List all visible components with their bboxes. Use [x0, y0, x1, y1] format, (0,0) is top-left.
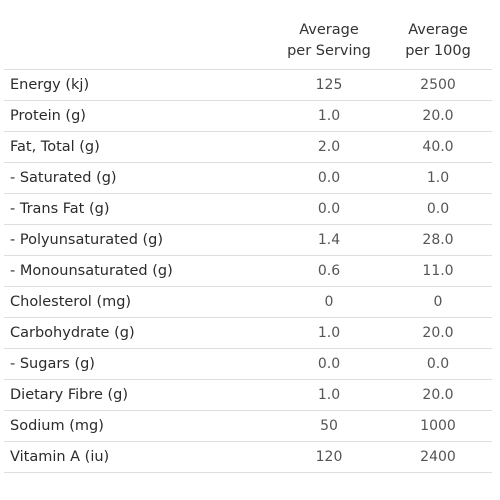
per-100g-header-line-2: per 100g	[405, 43, 471, 59]
nutrient-name: Vitamin A (iu)	[4, 441, 274, 473]
nutrient-name: Energy (kj)	[4, 69, 274, 101]
nutrient-name: Carbohydrate (g)	[4, 317, 274, 349]
per-100g-value: 40.0	[384, 131, 492, 163]
per-100g-value: 11.0	[384, 255, 492, 287]
nutrient-column-header	[4, 16, 274, 70]
header-row: Average per Serving Average per 100g	[4, 16, 492, 70]
per-100g-value: 0.0	[384, 348, 492, 380]
per-100g-value: 1.0	[384, 162, 492, 194]
per-100g-value: 20.0	[384, 317, 492, 349]
per-serving-column-header: Average per Serving	[274, 16, 384, 70]
table-row: - Sugars (g) 0.0 0.0	[4, 348, 492, 380]
table-row: Energy (kj) 125 2500	[4, 69, 492, 101]
per-100g-value: 0.0	[384, 193, 492, 225]
nutrient-name: Cholesterol (mg)	[4, 286, 274, 318]
per-100g-value: 20.0	[384, 100, 492, 132]
table-row: - Monounsaturated (g) 0.6 11.0	[4, 255, 492, 287]
per-serving-value: 0.0	[274, 162, 384, 194]
per-serving-value: 125	[274, 69, 384, 101]
nutrient-name: Dietary Fibre (g)	[4, 379, 274, 411]
table-row: Sodium (mg) 50 1000	[4, 410, 492, 442]
nutrition-panel: Average per Serving Average per 100g Ene…	[4, 16, 492, 473]
per-100g-value: 20.0	[384, 379, 492, 411]
per-100g-value: 1000	[384, 410, 492, 442]
per-100g-value: 2500	[384, 69, 492, 101]
per-serving-value: 0	[274, 286, 384, 318]
table-row: Fat, Total (g) 2.0 40.0	[4, 131, 492, 163]
nutrient-name: - Polyunsaturated (g)	[4, 224, 274, 256]
per-serving-value: 0.6	[274, 255, 384, 287]
per-100g-value: 0	[384, 286, 492, 318]
table-body: Energy (kj) 125 2500 Protein (g) 1.0 20.…	[4, 69, 492, 473]
per-100g-value: 28.0	[384, 224, 492, 256]
nutrient-name: - Saturated (g)	[4, 162, 274, 194]
table-header: Average per Serving Average per 100g	[4, 16, 492, 70]
per-serving-value: 1.4	[274, 224, 384, 256]
table-row: Vitamin A (iu) 120 2400	[4, 441, 492, 473]
table-row: Cholesterol (mg) 0 0	[4, 286, 492, 318]
nutrient-name: - Trans Fat (g)	[4, 193, 274, 225]
nutrient-name: Fat, Total (g)	[4, 131, 274, 163]
nutrient-name: Protein (g)	[4, 100, 274, 132]
table-row: - Polyunsaturated (g) 1.4 28.0	[4, 224, 492, 256]
per-serving-value: 1.0	[274, 100, 384, 132]
table-row: Carbohydrate (g) 1.0 20.0	[4, 317, 492, 349]
table-row: Dietary Fibre (g) 1.0 20.0	[4, 379, 492, 411]
per-serving-value: 120	[274, 441, 384, 473]
per-serving-value: 1.0	[274, 317, 384, 349]
table-row: - Trans Fat (g) 0.0 0.0	[4, 193, 492, 225]
nutrient-name: Sodium (mg)	[4, 410, 274, 442]
table-row: - Saturated (g) 0.0 1.0	[4, 162, 492, 194]
per-serving-value: 1.0	[274, 379, 384, 411]
per-serving-value: 50	[274, 410, 384, 442]
nutrient-name: - Sugars (g)	[4, 348, 274, 380]
per-serving-header-line-2: per Serving	[287, 43, 371, 59]
per-100g-header-line-1: Average	[408, 22, 468, 38]
per-serving-value: 0.0	[274, 348, 384, 380]
nutrient-name: - Monounsaturated (g)	[4, 255, 274, 287]
per-serving-value: 2.0	[274, 131, 384, 163]
per-100g-value: 2400	[384, 441, 492, 473]
nutrition-table: Average per Serving Average per 100g Ene…	[4, 16, 492, 473]
per-serving-value: 0.0	[274, 193, 384, 225]
per-100g-column-header: Average per 100g	[384, 16, 492, 70]
table-row: Protein (g) 1.0 20.0	[4, 100, 492, 132]
per-serving-header-line-1: Average	[299, 22, 359, 38]
